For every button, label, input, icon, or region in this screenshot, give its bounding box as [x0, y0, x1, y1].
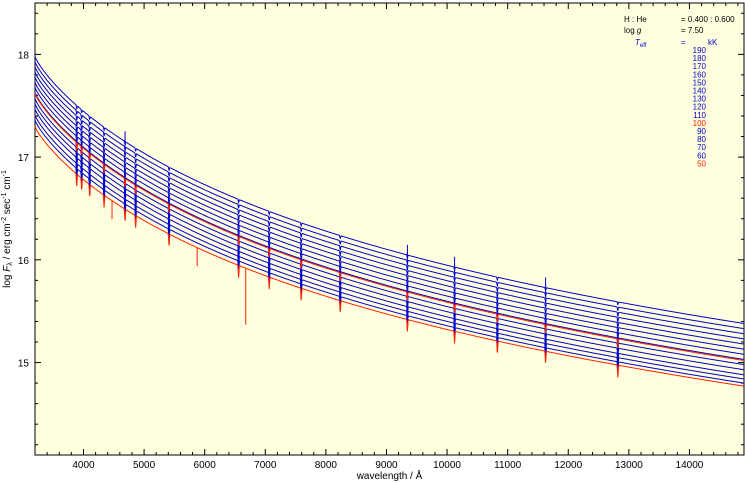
legend-entry-150: 150 [693, 78, 707, 87]
legend-entry-100: 100 [693, 119, 707, 128]
y-axis-label-exp3: -1 [1, 170, 8, 176]
series-line-190 [34, 56, 744, 324]
legend-entry-80: 80 [697, 135, 706, 144]
series-line-110 [34, 98, 745, 366]
y-tick-label: 15 [18, 359, 30, 370]
x-tick-label: 10000 [433, 460, 461, 471]
legend-logg-label: log g [624, 26, 642, 35]
y-tick-label: 17 [18, 153, 30, 164]
y-axis-label-units3: cm [2, 176, 13, 192]
y-axis-label-exp2: -1 [1, 192, 8, 198]
y-axis-label-units2: sec [2, 199, 13, 217]
legend-entry-160: 160 [693, 70, 707, 79]
x-tick-label: 6000 [194, 460, 217, 471]
y-axis-label-exp1: -2 [1, 217, 8, 223]
legend-entry-120: 120 [693, 103, 707, 112]
y-tick-label: 18 [18, 50, 30, 61]
legend-logg-prefix: log [624, 26, 637, 35]
series-lines [34, 56, 745, 387]
series-line-180 [34, 61, 744, 330]
y-axis-label: log Fλ / erg cm-2 sec-1 cm-1 [1, 170, 14, 288]
series-line-60 [34, 119, 745, 384]
series-line-100 [34, 93, 745, 361]
legend-teff-sub: eff [640, 43, 647, 49]
series-line-70 [34, 114, 745, 380]
y-tick-label: 16 [18, 256, 30, 267]
legend-composition-value: = 0.400 : 0.600 [681, 15, 735, 24]
x-tick-label: 14000 [676, 460, 704, 471]
y-axis-label-units: / erg cm [2, 223, 13, 262]
tick-labels: 4000 5000 6000 7000 8000 9000 10000 11000 12000 1… [18, 50, 704, 471]
series-line-160 [34, 71, 744, 340]
series-line-170 [34, 66, 745, 335]
legend-entry-170: 170 [693, 62, 707, 71]
legend-entry-140: 140 [693, 87, 707, 96]
legend-entry-70: 70 [697, 143, 706, 152]
axis-ticks [34, 3, 744, 455]
x-tick-label: 8000 [315, 460, 338, 471]
legend-logg-value: = 7.50 [681, 26, 704, 35]
legend-teff-var: T [635, 38, 641, 47]
x-tick-label: 7000 [254, 460, 277, 471]
x-tick-label: 5000 [133, 460, 156, 471]
plot-area [34, 2, 745, 456]
x-tick-label: 12000 [554, 460, 582, 471]
x-tick-label: 4000 [72, 460, 95, 471]
series-line-140 [34, 81, 745, 350]
legend-entry-130: 130 [693, 95, 707, 104]
series-line-80 [34, 108, 745, 376]
x-tick-label: 9000 [375, 460, 398, 471]
y-axis-label-sub: λ [7, 262, 14, 266]
legend-logg-var: g [637, 26, 642, 35]
series-line-120 [34, 92, 745, 360]
legend-entry-90: 90 [697, 127, 706, 136]
legend-entry-60: 60 [697, 151, 706, 160]
x-tick-label: 13000 [615, 460, 643, 471]
y-axis-label-prefix: log [2, 272, 13, 288]
legend-entry-50: 50 [697, 159, 706, 168]
x-axis-label: wavelength / Å [356, 469, 423, 482]
legend-teff-label: Teff [635, 38, 647, 49]
legend-entry-180: 180 [693, 54, 707, 63]
legend-entry-190: 190 [693, 46, 707, 55]
y-axis-label-var: F [2, 265, 13, 272]
legend: H : He = 0.400 : 0.600 log g = 7.50 Teff… [624, 15, 735, 168]
legend-teff-unit: kK [708, 38, 718, 47]
x-tick-label: 11000 [494, 460, 522, 471]
series-line-90 [34, 103, 744, 371]
series-line-130 [34, 87, 744, 355]
series-line-50 [34, 126, 745, 387]
series-line-150 [34, 76, 745, 345]
legend-entry-110: 110 [693, 111, 706, 120]
legend-teff-dash: = [681, 38, 686, 47]
legend-composition-label: H : He [624, 15, 647, 24]
